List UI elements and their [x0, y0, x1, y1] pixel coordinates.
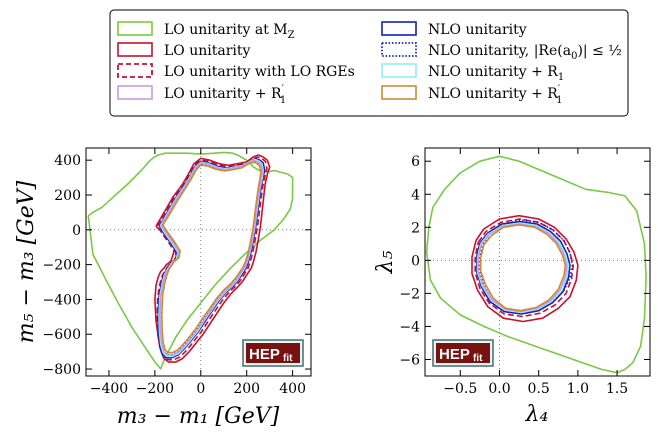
legend-label-lo_r1p: LO unitarity + R′ 1: [164, 84, 286, 106]
legend-label-lo_mz: LO unitarity at MZ: [164, 22, 295, 41]
right-series-4: [479, 219, 574, 312]
legend-label-lo_rge: LO unitarity with LO RGEs: [164, 64, 355, 80]
right-ytick-label-0: −6: [399, 352, 420, 368]
legend-swatch-lo: [117, 42, 153, 57]
legend-swatch-lo_mz: [117, 21, 153, 36]
right-reference-lines: [425, 148, 650, 376]
right-series-5: [476, 222, 570, 314]
legend-label-nlo_r1p: NLO unitarity + R′ 1: [428, 84, 563, 106]
left-series-1: [154, 154, 271, 363]
right-watermark-inner: [436, 343, 490, 363]
left-ytick-label-0: −800: [43, 362, 81, 378]
right-xtick-label-1: 0.0: [488, 381, 510, 397]
left-xlabel: m₃ − m₁ [GeV]: [117, 404, 280, 429]
legend-swatch-nlo_r1p: [381, 85, 417, 100]
left-xtick-label-2: 0: [196, 381, 205, 397]
legend-swatch-nlo: [381, 21, 417, 36]
chart-right: −0.5 0.0 0.5 1.0 1.5 −6 −4 −2 0 2 4 6 HEP fit λ₄ λ₅: [373, 147, 651, 427]
right-series-3: [475, 220, 571, 315]
legend-frame: [109, 9, 629, 117]
left-ytick-label-2: −400: [43, 292, 81, 308]
right-ylabel: λ₅: [373, 250, 398, 274]
right-ticks: −0.5 0.0 0.5 1.0 1.5 −6 −4 −2 0 2 4 6: [399, 148, 650, 397]
left-ticks: −400 −200 0 200 400 −800 −600 −400 −200 0 200 400: [43, 148, 311, 397]
left-series: [87, 151, 294, 370]
left-xtick-label-3: 200: [233, 381, 260, 397]
legend-swatch-lo_r1p: [117, 85, 153, 100]
right-series-0: [425, 155, 647, 374]
left-ytick-label-1: −600: [43, 327, 81, 343]
right-xtick-label-2: 0.5: [528, 381, 550, 397]
right-series-2: [474, 218, 575, 318]
legend-label-nlo_r1: NLO unitarity + R1: [428, 64, 564, 83]
right-xtick-label-4: 1.5: [606, 381, 628, 397]
legend-entries: LO unitarity at MZ LO unitarity LO unitari…: [117, 21, 622, 106]
left-xtick-label-0: −400: [90, 381, 128, 397]
right-watermark-hep: HEP: [439, 346, 470, 363]
left-xtick-label-4: 400: [279, 381, 306, 397]
right-series-7: [479, 224, 567, 312]
left-ytick-label-4: 0: [72, 223, 81, 239]
left-watermark-fit: fit: [283, 353, 293, 364]
right-ytick-label-5: 4: [411, 187, 420, 203]
chart-left: −400 −200 0 200 400 −800 −600 −400 −200 0 200 400 H…: [14, 147, 312, 429]
right-xtick-label-3: 1.0: [567, 381, 589, 397]
left-reference-lines: [86, 148, 311, 376]
legend: LO unitarity at MZ LO unitarity LO unitari…: [109, 9, 629, 117]
right-ytick-label-2: −2: [399, 286, 420, 302]
legend-label-nlo_half: NLO unitarity, |Re(a0)| ≤ ½: [428, 43, 622, 62]
left-plot-area: [85, 147, 312, 377]
right-plot-area: [424, 147, 651, 377]
left-xtick-label-1: −200: [136, 381, 174, 397]
right-watermark-fit: fit: [473, 353, 483, 364]
legend-swatch-nlo_half: [381, 42, 417, 57]
right-series-1: [471, 214, 579, 323]
left-watermark-hep: HEP: [249, 346, 280, 363]
right-xtick-label-0: −0.5: [443, 381, 477, 397]
left-series-2: [156, 156, 268, 361]
right-ytick-label-6: 6: [411, 154, 420, 170]
right-ytick-label-4: 2: [411, 220, 420, 236]
right-watermark: HEP fit: [432, 339, 494, 367]
left-ytick-label-3: −200: [43, 258, 81, 274]
left-series-7: [161, 161, 262, 354]
right-series-6: [477, 223, 568, 313]
legend-swatch-nlo_r1: [381, 63, 417, 78]
right-xlabel: λ₄: [525, 402, 549, 427]
legend-label-lo: LO unitarity: [164, 43, 251, 59]
left-ytick-label-6: 400: [54, 153, 81, 169]
left-ylabel: m₅ − m₃ [GeV]: [14, 180, 39, 343]
left-ytick-label-5: 200: [54, 188, 81, 204]
right-ytick-label-1: −4: [399, 319, 420, 335]
right-ytick-label-3: 0: [411, 253, 420, 269]
legend-label-nlo: NLO unitarity: [428, 22, 527, 38]
legend-swatch-lo_rge: [117, 63, 153, 78]
left-watermark: HEP fit: [242, 339, 304, 367]
left-watermark-inner: [246, 343, 300, 363]
left-series-0: [87, 151, 294, 370]
left-series-6: [159, 159, 264, 356]
right-series: [425, 155, 647, 374]
